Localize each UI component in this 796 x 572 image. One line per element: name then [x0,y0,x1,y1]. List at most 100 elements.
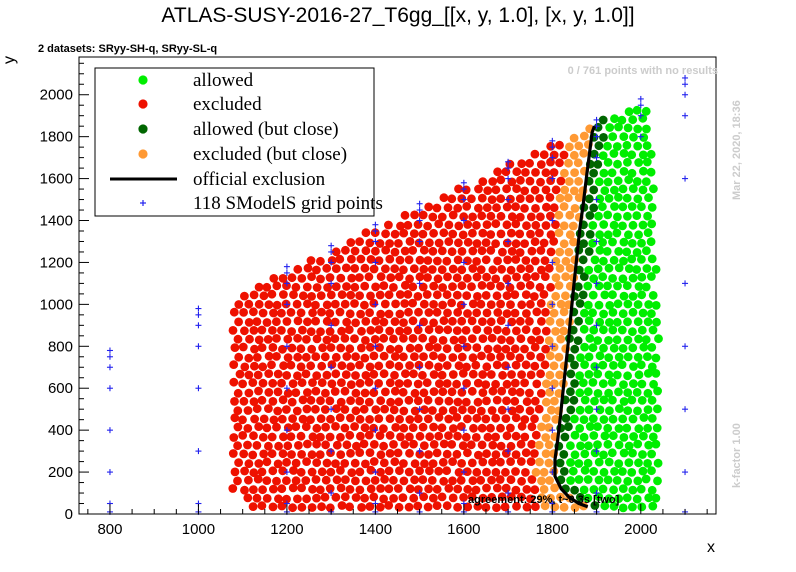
data-point [244,318,254,327]
data-point [264,300,274,309]
grid-point-marker [593,448,600,455]
data-point [254,299,264,309]
grid-point-marker [460,427,467,434]
data-point [454,184,463,194]
data-point [355,237,364,247]
legend-excluded-close-label: excluded (but close) [193,144,347,165]
x-axis: 800 1000 1200 1400 1600 1800 2000 [87,504,708,538]
data-point [357,343,366,353]
data-point [404,255,414,265]
data-point [302,282,312,292]
data-point [359,404,369,414]
data-point [408,316,418,326]
data-point [605,406,614,416]
data-point [477,423,487,433]
data-point [312,283,322,292]
grid-point-marker [549,137,556,144]
data-point [405,448,414,458]
data-point [379,281,389,290]
data-point [530,342,540,352]
data-point [478,334,488,343]
data-point [623,123,633,133]
grid-point-marker [416,490,423,497]
data-point [369,423,378,433]
data-point [617,360,627,369]
data-point [506,475,516,485]
data-point [637,396,647,405]
data-point [379,441,388,451]
data-point [385,449,395,458]
data-point [612,142,622,151]
data-point [532,307,542,317]
data-point [394,239,403,248]
data-point [340,299,350,309]
data-point [453,203,463,213]
data-point [291,458,301,468]
data-point [350,334,359,343]
data-point [561,256,571,266]
data-point [639,431,648,441]
data-point [437,353,447,362]
data-point [530,256,540,266]
data-point [590,501,600,510]
data-point [297,378,307,388]
data-point [580,308,589,318]
data-point [530,185,540,195]
data-point [471,360,481,370]
data-point [418,333,428,343]
data-point [477,281,487,290]
data-point [482,220,492,230]
data-point [448,353,458,362]
data-point [537,422,546,432]
data-point [291,388,301,398]
data-point [240,362,250,372]
data-point [623,388,633,397]
data-point [238,415,247,425]
data-point [595,245,605,255]
data-point [384,220,393,230]
data-point [294,441,303,450]
data-point [516,264,526,274]
chart-title: ATLAS-SUSY-2016-27_T6gg_[[x, y, 1.0], [x… [161,4,634,27]
data-point [340,334,350,343]
data-point [244,299,254,309]
data-point [525,317,534,326]
data-point [613,299,623,309]
data-point [235,369,245,379]
data-point [351,371,360,380]
data-point [617,115,627,125]
data-point [511,467,520,476]
data-point [492,203,501,213]
data-point [520,204,529,213]
data-point [496,175,506,185]
data-point [429,228,438,238]
data-point [607,168,617,178]
data-point [613,212,622,222]
data-point [570,503,580,512]
data-point [395,290,405,299]
data-point [452,326,462,335]
data-point [321,440,330,450]
data-point [453,397,463,407]
data-point [325,396,335,406]
data-point [608,395,617,405]
data-point [380,474,389,484]
data-point [396,432,405,442]
data-point [556,176,566,186]
data-point [355,378,365,388]
data-point [618,221,627,231]
data-point [604,263,614,273]
data-point [537,317,546,326]
data-point [628,502,637,512]
data-point [336,432,345,442]
data-point [264,351,274,361]
data-point [614,192,623,202]
data-point [599,325,608,335]
data-point [443,308,452,318]
data-point [629,432,638,441]
data-point [551,327,560,336]
data-point [379,458,389,468]
data-point [306,256,316,265]
data-point [467,282,476,292]
